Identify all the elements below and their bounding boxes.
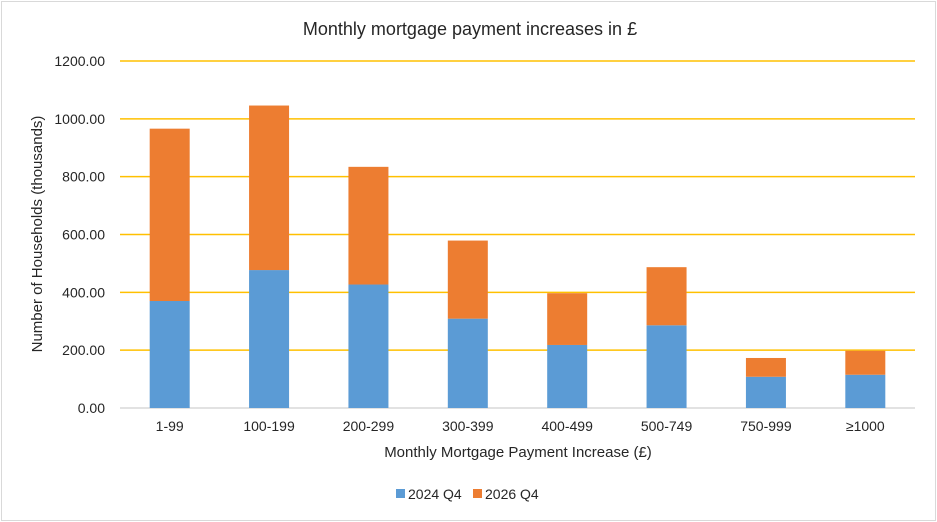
y-tick-label: 0.00 <box>78 400 105 416</box>
x-tick-label: ≥1000 <box>846 418 885 434</box>
y-tick-label: 600.00 <box>62 227 105 243</box>
y-tick-label: 200.00 <box>62 342 105 358</box>
bar-2026-q4-500-749 <box>646 267 687 326</box>
legend-swatch-0 <box>396 489 405 498</box>
bar-2024-q4-300-399 <box>447 318 488 408</box>
bar-2024-q4-400-499 <box>547 344 588 408</box>
bar-2026-q4-400-499 <box>547 293 588 345</box>
x-tick-label: 1-99 <box>156 418 184 434</box>
legend-swatch-1 <box>473 489 482 498</box>
legend-label: 2024 Q4 <box>408 486 462 502</box>
bar-2026-q4-300-399 <box>447 240 488 319</box>
y-tick-label: 1200.00 <box>54 53 105 69</box>
y-tick-label: 1000.00 <box>54 111 105 127</box>
bar-2024-q4-≥1000 <box>845 374 886 408</box>
y-axis-label: Number of Households (thousands) <box>29 116 46 353</box>
bar-2024-q4-100-199 <box>249 270 290 408</box>
legend-label: 2026 Q4 <box>485 486 539 502</box>
bar-2026-q4-≥1000 <box>845 350 886 375</box>
chart-title: Monthly mortgage payment increases in £ <box>303 19 637 39</box>
bar-2024-q4-200-299 <box>348 284 389 408</box>
bar-2026-q4-750-999 <box>745 357 786 377</box>
y-tick-label: 400.00 <box>62 284 105 300</box>
bar-2026-q4-200-299 <box>348 166 389 285</box>
x-axis-label: Monthly Mortgage Payment Increase (£) <box>384 444 652 461</box>
x-tick-label: 400-499 <box>541 418 593 434</box>
x-tick-label: 300-399 <box>442 418 494 434</box>
bar-2024-q4-500-749 <box>646 325 687 408</box>
bar-2026-q4-100-199 <box>249 105 290 271</box>
bar-2024-q4-1-99 <box>149 301 190 408</box>
bar-2024-q4-750-999 <box>745 376 786 408</box>
bar-2026-q4-1-99 <box>149 128 190 302</box>
y-tick-label: 800.00 <box>62 169 105 185</box>
x-tick-label: 100-199 <box>243 418 295 434</box>
x-tick-label: 200-299 <box>343 418 395 434</box>
x-tick-label: 750-999 <box>740 418 792 434</box>
x-tick-label: 500-749 <box>641 418 693 434</box>
